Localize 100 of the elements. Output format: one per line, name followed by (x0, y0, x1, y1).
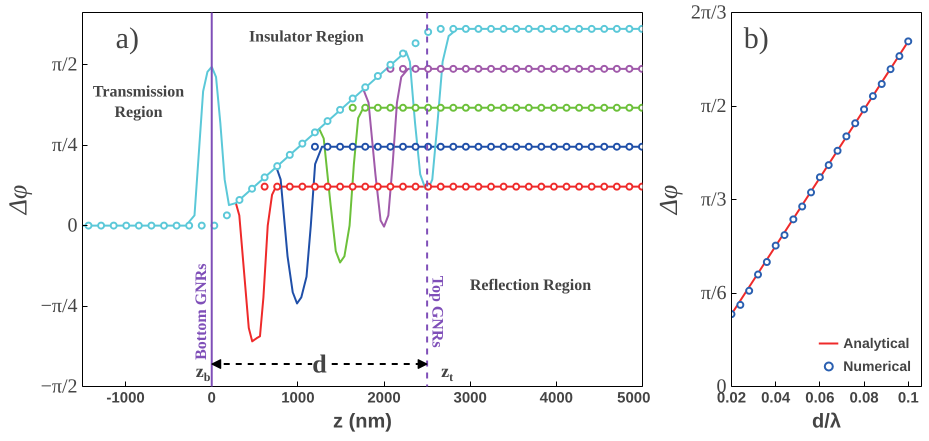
point (462, 104, 470, 112)
x-tick-label: 0.06 (805, 390, 834, 406)
point (273, 182, 282, 191)
x-axis-title: z (nm) (333, 410, 392, 432)
point (374, 104, 382, 112)
point (462, 142, 470, 151)
point (487, 104, 496, 112)
annotation: Transmission Region (92, 84, 184, 121)
point (298, 140, 306, 148)
point (110, 222, 118, 230)
x-tick-label: 2000 (367, 390, 401, 406)
point (336, 142, 344, 151)
point (386, 104, 394, 112)
point (904, 37, 912, 46)
point (374, 72, 382, 80)
point (198, 222, 206, 230)
point (348, 104, 357, 112)
point (550, 182, 558, 191)
point (588, 24, 596, 33)
point (412, 182, 420, 191)
point (612, 64, 621, 73)
point (878, 80, 886, 88)
point (575, 24, 584, 33)
point (550, 104, 558, 112)
point (449, 64, 458, 73)
point (780, 231, 789, 240)
point (273, 162, 282, 170)
point (588, 182, 596, 191)
point (562, 142, 571, 151)
point (398, 182, 407, 191)
point (185, 222, 194, 230)
point (512, 182, 520, 191)
point (524, 182, 533, 191)
point (625, 64, 634, 73)
point (361, 182, 370, 191)
y-tick-label: 2π/3 (690, 2, 726, 24)
point (474, 182, 482, 191)
legend-label: Analytical (843, 335, 910, 351)
point (361, 83, 370, 92)
point (147, 222, 156, 230)
point (736, 300, 744, 309)
point (436, 64, 445, 73)
point (500, 142, 508, 151)
point (398, 104, 407, 112)
point (336, 106, 344, 114)
point (160, 222, 168, 230)
point (122, 222, 130, 230)
point (524, 104, 533, 112)
point (789, 215, 798, 224)
point (588, 104, 596, 112)
point (348, 94, 357, 103)
point (348, 142, 357, 151)
point (500, 24, 508, 33)
point (625, 182, 634, 191)
point (537, 182, 546, 191)
x-tick-label: 1000 (281, 390, 315, 406)
legend-label: Numerical (843, 358, 911, 374)
point (625, 142, 634, 151)
point (412, 142, 420, 151)
point (860, 105, 868, 114)
point (851, 119, 860, 128)
y-axis-title: Δφ (4, 184, 33, 216)
point (575, 182, 584, 191)
point (524, 24, 533, 33)
point (512, 142, 520, 151)
annotation: d (312, 350, 328, 379)
point (754, 270, 762, 279)
annotation: Insulator Region (248, 28, 364, 46)
point (449, 142, 458, 151)
point (172, 222, 181, 230)
point (462, 182, 470, 191)
point (772, 242, 780, 250)
point (575, 142, 584, 151)
y-tick-label: π/4 (52, 134, 78, 156)
point (398, 142, 407, 151)
point (550, 24, 558, 33)
point (286, 150, 294, 159)
point (97, 222, 106, 230)
point (398, 64, 407, 73)
point (424, 64, 432, 73)
point (286, 182, 294, 191)
point (562, 64, 571, 73)
point (449, 104, 458, 112)
point (600, 24, 608, 33)
point (868, 92, 877, 100)
point (575, 104, 584, 112)
ref-line-label: Top GNRs (428, 276, 446, 348)
point (361, 104, 370, 112)
point (834, 146, 842, 155)
point (436, 182, 445, 191)
point (412, 39, 420, 48)
y-tick-label: π/2 (52, 54, 78, 76)
point (412, 104, 420, 112)
y-tick-label: π/3 (700, 188, 726, 210)
point (537, 24, 546, 33)
point (487, 142, 496, 151)
y-tick-label: π/2 (700, 95, 726, 117)
point (436, 142, 445, 151)
point (487, 24, 496, 33)
point (436, 24, 445, 33)
